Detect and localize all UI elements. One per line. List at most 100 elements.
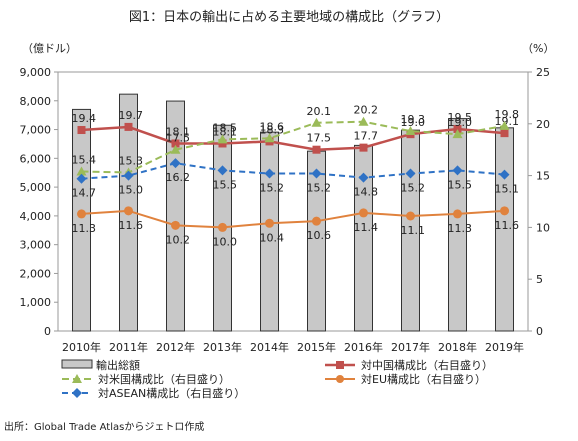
right-tick-label: 15 bbox=[536, 170, 550, 183]
data-label-eu: 11.3 bbox=[72, 222, 97, 235]
data-label-eu: 10.4 bbox=[260, 231, 285, 244]
point-china bbox=[218, 139, 227, 148]
data-label-china: 17.7 bbox=[354, 130, 379, 143]
data-label-eu: 11.6 bbox=[119, 219, 144, 232]
point-asean bbox=[452, 165, 463, 176]
data-label-asean: 15.2 bbox=[401, 182, 426, 195]
point-usa bbox=[76, 166, 87, 176]
x-tick-label: 2015年 bbox=[297, 340, 336, 354]
point-usa bbox=[264, 133, 275, 143]
left-tick-label: 1,000 bbox=[20, 296, 52, 309]
x-tick-label: 2018年 bbox=[438, 340, 477, 354]
data-label-eu: 11.6 bbox=[495, 219, 520, 232]
legend-label-bar: 輸出総額 bbox=[96, 358, 140, 372]
x-tick-label: 2010年 bbox=[62, 340, 101, 354]
data-label-china: 19.5 bbox=[448, 111, 473, 124]
data-label-usa: 15.4 bbox=[72, 153, 97, 166]
data-label-eu: 10.6 bbox=[307, 229, 332, 242]
data-label-asean: 14.8 bbox=[354, 186, 379, 199]
point-asean bbox=[499, 169, 510, 180]
data-label-asean: 14.7 bbox=[72, 187, 97, 200]
data-label-usa: 15.3 bbox=[119, 154, 144, 167]
series-line-eu bbox=[81, 209, 505, 229]
x-tick-label: 2012年 bbox=[156, 340, 195, 354]
data-label-usa: 19.8 bbox=[495, 108, 520, 121]
right-tick-label: 20 bbox=[536, 118, 550, 131]
data-label-china: 18.1 bbox=[166, 125, 191, 138]
x-tick-label: 2017年 bbox=[391, 340, 430, 354]
point-china bbox=[312, 145, 321, 154]
point-usa bbox=[311, 117, 322, 127]
data-label-china: 19.1 bbox=[495, 115, 520, 128]
left-tick-label: 6,000 bbox=[20, 152, 52, 165]
right-axis-unit: （%） bbox=[522, 42, 555, 55]
chart-title: 図1：日本の輸出に占める主要地域の構成比（グラフ） bbox=[128, 10, 450, 25]
bar-export-total bbox=[166, 100, 185, 332]
data-label-usa: 17.5 bbox=[166, 132, 191, 145]
point-eu bbox=[171, 220, 180, 230]
point-usa bbox=[405, 126, 416, 136]
data-label-china: 18.1 bbox=[213, 125, 238, 138]
point-asean bbox=[264, 168, 275, 179]
data-label-china: 19.4 bbox=[72, 112, 97, 125]
left-tick-label: 9,000 bbox=[20, 66, 52, 79]
data-label-usa: 19.3 bbox=[401, 113, 426, 126]
point-eu bbox=[453, 209, 462, 219]
data-label-eu: 11.4 bbox=[354, 221, 379, 234]
data-label-usa: 20.1 bbox=[307, 105, 332, 118]
point-eu bbox=[77, 209, 86, 219]
series-line-usa bbox=[81, 120, 505, 174]
point-asean bbox=[358, 172, 369, 183]
data-label-eu: 11.1 bbox=[401, 224, 426, 237]
point-china bbox=[453, 124, 462, 133]
data-label-asean: 15.2 bbox=[307, 182, 332, 195]
left-tick-label: 3,000 bbox=[20, 239, 52, 252]
point-asean bbox=[123, 170, 134, 181]
data-label-china: 19.0 bbox=[401, 116, 426, 129]
x-tick-label: 2019年 bbox=[485, 340, 524, 354]
plot-area bbox=[57, 71, 529, 332]
point-usa bbox=[358, 116, 369, 126]
point-eu bbox=[500, 206, 509, 216]
x-tick-label: 2011年 bbox=[109, 340, 148, 354]
point-asean bbox=[76, 173, 87, 184]
data-label-asean: 15.2 bbox=[260, 182, 285, 195]
data-label-usa: 18.5 bbox=[213, 121, 238, 134]
x-tick-label: 2016年 bbox=[344, 340, 383, 354]
data-label-eu: 10.2 bbox=[166, 233, 191, 246]
right-tick-label: 0 bbox=[536, 325, 543, 338]
point-eu bbox=[312, 216, 321, 226]
x-tick-label: 2014年 bbox=[250, 340, 289, 354]
data-label-usa: 18.6 bbox=[260, 120, 285, 133]
data-label-asean: 15.5 bbox=[213, 178, 238, 191]
right-tick-label: 10 bbox=[536, 221, 550, 234]
left-tick-label: 7,000 bbox=[20, 124, 52, 137]
data-label-asean: 16.2 bbox=[166, 171, 191, 184]
bar-export-total bbox=[260, 131, 279, 332]
point-eu bbox=[265, 218, 274, 228]
point-usa bbox=[170, 144, 181, 154]
point-asean bbox=[217, 165, 228, 176]
point-eu bbox=[124, 206, 133, 216]
point-asean bbox=[405, 168, 416, 179]
left-tick-label: 4,000 bbox=[20, 210, 52, 223]
data-label-asean: 15.5 bbox=[448, 178, 473, 191]
legend-swatch-bar bbox=[61, 359, 93, 369]
left-tick-label: 0 bbox=[44, 325, 51, 338]
series-line-china bbox=[81, 125, 505, 151]
point-usa bbox=[499, 120, 510, 130]
point-eu bbox=[406, 211, 415, 221]
point-eu bbox=[359, 208, 368, 218]
legend-marker-usa bbox=[72, 374, 82, 383]
legend-label-china: 対中国構成比（右目盛り） bbox=[361, 358, 493, 372]
point-asean bbox=[311, 168, 322, 179]
point-eu bbox=[218, 222, 227, 232]
point-usa bbox=[217, 134, 228, 144]
point-usa bbox=[452, 129, 463, 139]
data-label-eu: 11.3 bbox=[448, 222, 473, 235]
legend-label-usa: 対米国構成比（右目盛り） bbox=[98, 372, 230, 386]
data-label-asean: 15.1 bbox=[495, 183, 520, 196]
data-label-eu: 10.0 bbox=[213, 235, 238, 248]
data-label-china: 17.5 bbox=[307, 132, 332, 145]
